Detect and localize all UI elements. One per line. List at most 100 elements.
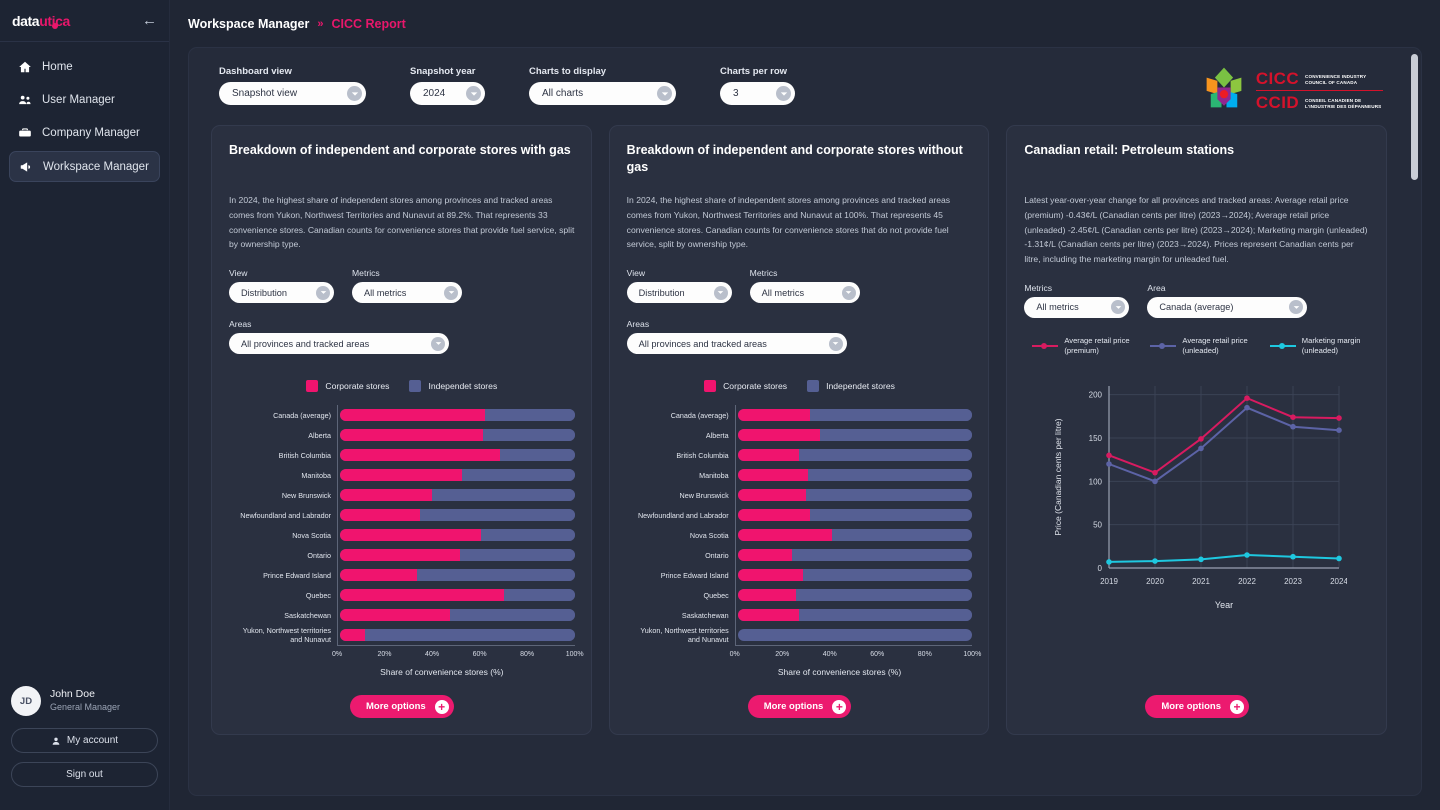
scrollbar-thumb[interactable] <box>1411 54 1418 180</box>
bar-category-label: Prince Edward Island <box>660 570 729 580</box>
my-account-button[interactable]: My account <box>11 728 158 753</box>
bar-row <box>340 445 575 465</box>
data-point <box>1198 556 1204 563</box>
charts-per-row-select[interactable]: 3 <box>720 82 795 105</box>
data-point <box>1152 478 1158 485</box>
legend-label: Average retail price (unleaded) <box>1182 335 1248 356</box>
view-select[interactable]: Distribution <box>626 282 732 304</box>
sign-out-label: Sign out <box>66 769 103 780</box>
chart-card-petroleum-stations: Canadian retail: Petroleum stations Late… <box>1006 125 1388 736</box>
bar-segment-corporate <box>340 409 486 422</box>
bar-x-tick: 60% <box>472 651 487 659</box>
breadcrumb-parent[interactable]: Workspace Manager <box>188 16 310 31</box>
data-point <box>1198 446 1204 452</box>
more-options-button[interactable]: More options + <box>350 695 454 719</box>
sidebar-item-company-manager[interactable]: Company Manager <box>9 118 160 147</box>
chart-cards-container: Breakdown of independent and corporate s… <box>189 105 1407 736</box>
sidebar-item-home[interactable]: Home <box>9 52 160 81</box>
more-options-label: More options <box>366 701 426 713</box>
sign-out-button[interactable]: Sign out <box>11 762 158 787</box>
charts-to-display-select[interactable]: All charts <box>529 82 676 105</box>
bar-chart-2: Canada (average) Alberta British Columbia M… <box>627 405 981 677</box>
metrics-select[interactable]: All metrics <box>352 282 462 304</box>
cicc-ccid-logo: CICC CONVENIENCE INDUSTRY COUNCIL OF CAN… <box>1199 66 1383 114</box>
filter-label: View <box>626 268 646 279</box>
bar-segment-independent <box>365 629 575 642</box>
view-select[interactable]: Distribution <box>229 282 334 304</box>
bar-row <box>737 585 973 605</box>
bar-segment-corporate <box>737 469 809 482</box>
bar-row <box>737 565 973 585</box>
view-value: Distribution <box>638 287 685 298</box>
bar-category-label: British Columbia <box>676 450 729 460</box>
bar-segment-corporate <box>340 449 500 462</box>
legend-line-marker-icon <box>1032 342 1059 350</box>
chevron-down-icon <box>444 285 458 300</box>
bar-segment-corporate <box>340 489 432 502</box>
control-charts-to-display: Charts to display All charts <box>529 66 676 105</box>
metrics-select[interactable]: All metrics <box>749 282 860 304</box>
bar-chart-plot <box>337 405 575 646</box>
bar-segment-corporate <box>340 429 484 442</box>
legend-item-unleaded: Average retail price (unleaded) <box>1150 336 1255 357</box>
bar-row <box>737 425 973 445</box>
bar-chart-category-labels: Canada (average) Alberta British Columbia M… <box>627 405 735 645</box>
bar-category-label: Alberta <box>705 430 729 440</box>
more-options-button[interactable]: More options + <box>1145 695 1249 719</box>
bar-segment-independent <box>831 529 973 542</box>
legend-item-corporate: Corporate stores <box>306 380 389 393</box>
sidebar-item-label: User Manager <box>42 93 115 106</box>
more-options-button[interactable]: More options + <box>747 695 852 719</box>
user-profile[interactable]: JD John Doe General Manager <box>11 686 158 716</box>
data-point <box>1244 552 1250 559</box>
sidebar-item-user-manager[interactable]: User Manager <box>9 85 160 114</box>
bar-category-label: Ontario <box>307 550 331 560</box>
filter-areas: Areas All provinces and tracked areas <box>229 319 449 355</box>
data-point <box>1336 415 1342 422</box>
bar-x-tick: 40% <box>822 651 837 659</box>
data-point <box>1106 559 1112 566</box>
areas-value: All provinces and tracked areas <box>241 338 370 349</box>
bar-category-label: Newfoundland and Labrador <box>637 510 729 520</box>
filter-view: View Distribution <box>626 268 732 304</box>
dashboard-scroll-area: Dashboard view Snapshot view Snapshot ye… <box>189 48 1407 795</box>
logo-divider <box>1255 89 1383 91</box>
data-point <box>1152 470 1158 476</box>
sidebar-item-workspace-manager[interactable]: Workspace Manager <box>9 151 160 182</box>
dashboard-view-select[interactable]: Snapshot view <box>219 82 366 105</box>
plus-icon: + <box>1230 699 1244 714</box>
x-tick-label: 2024 <box>1330 577 1347 586</box>
vertical-scrollbar[interactable] <box>1411 54 1418 795</box>
metrics-select[interactable]: All metrics <box>1024 296 1130 318</box>
snapshot-year-value: 2024 <box>423 88 446 99</box>
my-account-label: My account <box>66 735 119 746</box>
bar-segment-independent <box>798 609 973 622</box>
bar-category-label: Nova Scotia <box>689 530 729 540</box>
control-dashboard-view: Dashboard view Snapshot view <box>219 66 366 105</box>
bar-segment-independent <box>737 629 973 642</box>
data-point <box>1336 427 1342 434</box>
bar-segment-corporate <box>340 589 505 602</box>
filter-label: Metrics <box>352 268 380 279</box>
x-tick-label: 2021 <box>1192 577 1210 586</box>
bar-row <box>737 485 973 505</box>
legend-item-premium: Average retail price (premium) <box>1032 336 1136 357</box>
plus-icon: + <box>832 699 847 714</box>
chart-card-stores-without-gas: Breakdown of independent and corporate s… <box>608 125 990 736</box>
bar-row <box>737 505 973 525</box>
area-select[interactable]: Canada (average) <box>1147 296 1308 318</box>
filter-area: Area Canada (average) <box>1147 283 1308 318</box>
areas-select[interactable]: All provinces and tracked areas <box>229 333 449 355</box>
areas-select[interactable]: All provinces and tracked areas <box>626 333 847 355</box>
more-options-wrap: More options + <box>627 677 973 719</box>
logo-text-accent: utica <box>39 12 70 29</box>
bar-segment-independent <box>462 469 575 482</box>
bar-x-tick: 20% <box>377 651 392 659</box>
legend-item-corporate: Corporate stores <box>704 380 787 393</box>
snapshot-year-select[interactable]: 2024 <box>410 82 485 105</box>
bar-row <box>737 445 973 465</box>
sidebar-collapse-icon[interactable]: ← <box>142 12 157 29</box>
bar-category-label: New Brunswick <box>281 490 331 500</box>
user-role: General Manager <box>50 701 121 712</box>
bar-category-label: Quebec <box>703 590 729 600</box>
